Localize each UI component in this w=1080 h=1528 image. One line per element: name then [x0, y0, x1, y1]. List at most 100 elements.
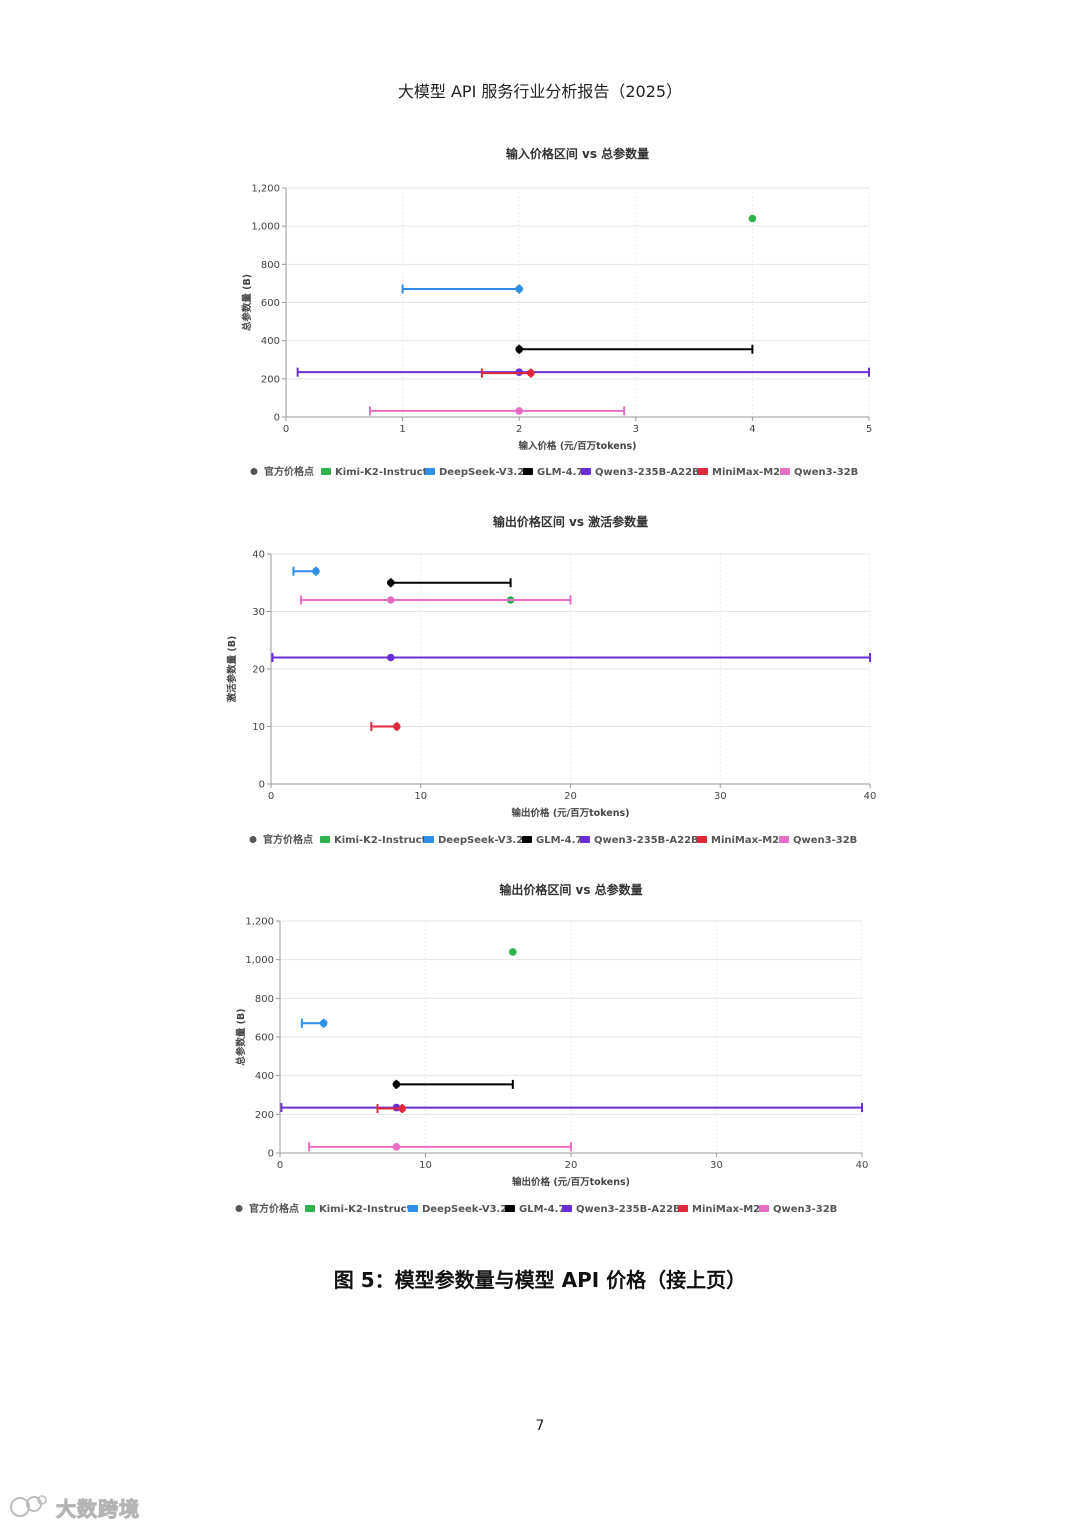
x-tick-label: 3 [633, 424, 639, 435]
price-point [515, 407, 523, 415]
legend-marker [505, 1205, 515, 1212]
page-number: 7 [535, 1418, 545, 1434]
y-tick-label: 600 [255, 1033, 274, 1044]
y-tick-label: 20 [252, 665, 265, 676]
legend-label: Qwen3-32B [773, 1204, 837, 1215]
price-point [515, 345, 523, 354]
x-tick-label: 0 [277, 1160, 283, 1171]
y-tick-label: 1,200 [245, 917, 274, 928]
series-qwen3-235b-a22b [271, 653, 871, 662]
legend-marker [698, 468, 708, 475]
legend-marker [249, 836, 257, 843]
legend-marker [580, 836, 590, 843]
chart-legend: 官方价格点 Kimi-K2-Instruct DeepSeek-V3.2 GLM-4.… [250, 465, 858, 478]
legend-marker [408, 1205, 418, 1212]
legend-marker [759, 1205, 769, 1212]
legend-label: DeepSeek-V3.2 [438, 835, 523, 846]
series-minimax-m2 [370, 722, 401, 731]
x-axis-label: 输出价格 (元/百万tokens) [512, 1176, 630, 1188]
y-tick-label: 0 [274, 413, 280, 424]
chart-input-price-vs-total-params: 输入价格区间 vs 总参数量 0 200 400 600 800 1,000 1,200 0 1 2… [241, 146, 872, 478]
series-qwen3-235b-a22b [296, 367, 870, 377]
legend-marker [305, 1205, 315, 1212]
legend-marker [697, 836, 707, 843]
legend-label: Kimi-K2-Instruct [319, 1204, 412, 1215]
price-point [515, 285, 523, 293]
legend-marker [425, 468, 435, 475]
x-axis-label: 输入价格 (元/百万tokens) [519, 440, 637, 452]
series-deepseek-v3-2 [300, 1018, 328, 1028]
series-deepseek-v3-2 [401, 284, 523, 294]
series-qwen3-32b [299, 595, 572, 605]
y-axis-label: 总参数量 (B) [235, 1008, 247, 1065]
price-point [748, 214, 757, 223]
y-tick-label: 40 [252, 550, 265, 561]
series-qwen3-32b [308, 1142, 572, 1152]
series-minimax-m2 [376, 1104, 407, 1114]
price-point [527, 369, 535, 377]
series-glm-4-7 [515, 344, 754, 354]
y-tick-label: 800 [261, 260, 280, 271]
legend-marker [581, 468, 591, 475]
legend-marker [779, 836, 789, 843]
x-tick-label: 10 [419, 1160, 432, 1171]
legend-label: Qwen3-32B [794, 467, 858, 478]
x-tick-label: 5 [866, 424, 872, 435]
legend-marker [562, 1205, 572, 1212]
legend-marker [321, 468, 331, 475]
legend-label: Qwen3-235B-A22B [595, 467, 700, 478]
x-tick-label: 0 [283, 424, 289, 435]
price-point [509, 948, 517, 956]
watermark-text: 大数跨境 [56, 1496, 140, 1521]
series-deepseek-v3-2 [292, 566, 320, 576]
legend-label: 官方价格点 [264, 465, 314, 478]
legend-label: 官方价格点 [249, 1202, 299, 1215]
legend-marker [522, 836, 532, 843]
x-axis-label: 输出价格 (元/百万tokens) [512, 807, 630, 819]
price-point [319, 1019, 328, 1028]
x-tick-label: 4 [749, 424, 755, 435]
price-point [387, 578, 395, 587]
x-tick-label: 20 [565, 1160, 578, 1171]
chart-title: 输入价格区间 vs 总参数量 [506, 146, 649, 161]
y-tick-label: 0 [268, 1149, 274, 1160]
y-tick-label: 0 [259, 780, 265, 791]
y-tick-label: 1,000 [251, 222, 280, 233]
legend-label: Kimi-K2-Instruct [334, 835, 427, 846]
figure-caption: 图 5：模型参数量与模型 API 价格（接上页） [333, 1268, 747, 1292]
x-tick-label: 10 [414, 791, 427, 802]
chart-title: 输出价格区间 vs 激活参数量 [493, 514, 648, 529]
price-point [387, 596, 395, 604]
legend-marker [235, 1205, 243, 1212]
legend-label: Qwen3-235B-A22B [576, 1204, 681, 1215]
y-tick-label: 200 [255, 1110, 274, 1121]
watermark: 大数跨境 [8, 1490, 140, 1524]
y-tick-label: 400 [255, 1071, 274, 1082]
x-tick-label: 40 [864, 791, 877, 802]
series-qwen3-32b [368, 406, 626, 416]
y-tick-label: 600 [261, 298, 280, 309]
legend-label: Qwen3-235B-A22B [594, 835, 699, 846]
y-axis-label: 总参数量 (B) [241, 274, 253, 331]
price-point [398, 1104, 407, 1113]
series-glm-4-7 [387, 578, 512, 588]
x-tick-label: 1 [399, 424, 405, 435]
x-tick-label: 30 [714, 791, 727, 802]
y-tick-label: 10 [252, 722, 265, 733]
legend-label: DeepSeek-V3.2 [439, 467, 524, 478]
price-point [392, 1143, 401, 1151]
x-tick-label: 30 [710, 1160, 723, 1171]
y-axis-label: 激活参数量 (B) [226, 636, 238, 703]
price-point [392, 1080, 401, 1089]
legend-label: GLM-4.7 [519, 1204, 565, 1215]
legend-marker [678, 1205, 688, 1212]
watermark-logo-icon [10, 1495, 47, 1517]
x-tick-label: 2 [516, 424, 522, 435]
legend-label: GLM-4.7 [536, 835, 582, 846]
series-glm-4-7 [392, 1079, 514, 1089]
legend-marker [424, 836, 434, 843]
legend-label: 官方价格点 [263, 833, 313, 846]
price-point [312, 567, 320, 576]
y-tick-label: 800 [255, 994, 274, 1005]
legend-marker [780, 468, 790, 475]
